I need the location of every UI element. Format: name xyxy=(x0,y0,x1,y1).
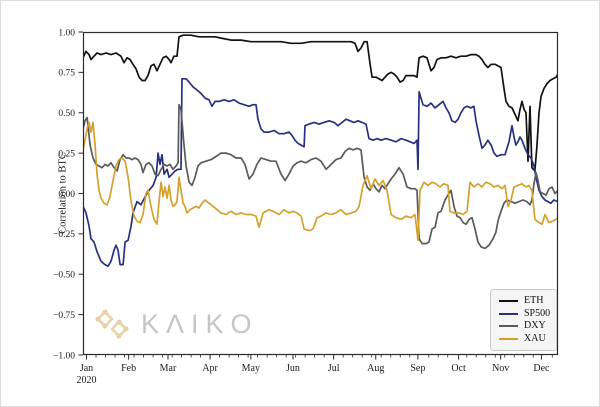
x-tick-label: Nov xyxy=(492,363,509,374)
y-tick-label: 0.75 xyxy=(58,69,75,79)
x-tick-label: May xyxy=(242,363,260,374)
series-line-eth xyxy=(83,34,558,172)
series-line-xau xyxy=(83,121,558,242)
x-tick-label: Dec xyxy=(533,363,550,374)
legend-entry-dxy: DXY xyxy=(499,321,548,331)
y-tick-label: −0.75 xyxy=(53,311,75,321)
y-tick-label: −0.50 xyxy=(53,271,75,281)
y-axis-label: Correlation to BTC xyxy=(57,152,69,234)
y-tick-label: 0.25 xyxy=(58,149,75,159)
legend-line-xau xyxy=(499,337,518,340)
legend-line-dxy xyxy=(499,325,518,328)
y-tick-label: 1.00 xyxy=(58,28,75,38)
legend-label-eth: ETH xyxy=(524,295,544,306)
x-tick-label: Jan xyxy=(80,363,93,374)
y-tick-label: 0.50 xyxy=(58,109,75,119)
legend-entry-xau: XAU xyxy=(499,332,548,344)
x-tick-label: Jul xyxy=(328,363,340,374)
y-tick-label: −1.00 xyxy=(53,351,75,361)
legend-label-sp500: SP500 xyxy=(524,307,551,319)
x-tick-label: Sep xyxy=(410,363,425,374)
legend-line-eth xyxy=(499,300,518,302)
series-line-dxy xyxy=(83,103,558,250)
x-tick-label: Jun xyxy=(286,363,300,374)
x-axis-year-label: 2020 xyxy=(77,375,97,386)
legend-label-dxy: DXY xyxy=(524,320,546,332)
x-tick-label: Apr xyxy=(202,363,218,374)
x-tick-label: Oct xyxy=(451,363,466,374)
legend-entry-sp500: SP500 xyxy=(499,307,551,319)
legend-line-sp500 xyxy=(499,312,518,315)
legend-label-xau: XAU xyxy=(524,332,546,344)
x-tick-label: Feb xyxy=(121,363,136,374)
y-tick-label: 0.00 xyxy=(58,190,75,200)
y-tick-label: −0.25 xyxy=(53,230,75,240)
chart-legend: ETH SP500 DXY XAU xyxy=(490,289,557,351)
legend-entry-eth: ETH xyxy=(499,296,548,306)
x-tick-label: Aug xyxy=(367,363,384,374)
x-tick-label: Mar xyxy=(160,363,177,374)
series-line-sp500 xyxy=(83,77,558,268)
plot-frame xyxy=(82,31,559,356)
